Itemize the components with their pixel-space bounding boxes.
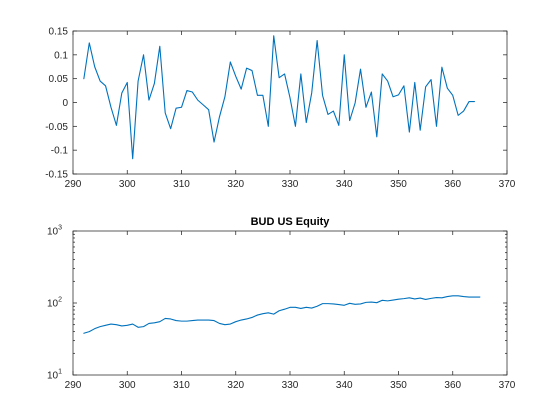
price-x-tick-label: 290 [65, 380, 82, 391]
returns-x-tick-label: 360 [444, 179, 461, 190]
price-x-tick-label: 320 [227, 380, 244, 391]
price-y-tick-label: 102 [47, 297, 62, 310]
returns-x-tick-label: 350 [390, 179, 407, 190]
returns-y-tick-label: -0.05 [45, 122, 68, 133]
price-y-tick-label: 103 [47, 225, 62, 238]
price-chart-title: BUD US Equity [251, 216, 331, 228]
price-x-tick-label: 350 [390, 380, 407, 391]
returns-chart: 290 300 310 320 330 340 350 360 370 -0.15 -0.1 -0.0… [45, 27, 516, 191]
returns-series-line [83, 35, 476, 160]
returns-y-tick-label: 0.1 [54, 50, 68, 61]
returns-x-tick-label: 320 [227, 179, 244, 190]
returns-y-tick-label: 0.15 [49, 27, 69, 38]
returns-x-tick-label: 330 [282, 179, 299, 190]
price-x-tick-label: 360 [444, 380, 461, 391]
returns-x-tick-label: 340 [336, 179, 353, 190]
returns-y-tick-label: 0.05 [49, 74, 69, 85]
price-x-tick-label: 340 [336, 380, 353, 391]
price-series-line [83, 295, 481, 334]
price-x-tick-label: 370 [499, 380, 516, 391]
returns-x-tick-label: 300 [119, 179, 136, 190]
returns-x-tick-label: 290 [65, 179, 82, 190]
returns-y-tick-label: -0.1 [51, 146, 69, 157]
price-axes-box [72, 230, 508, 376]
price-y-tick-exponent: 1 [58, 369, 62, 376]
price-x-tick-label: 310 [173, 380, 190, 391]
price-x-tick-label: 300 [119, 380, 136, 391]
returns-x-tick-label: 370 [499, 179, 516, 190]
price-x-tick-label: 330 [282, 380, 299, 391]
price-y-tick-label: 101 [47, 369, 62, 382]
returns-y-tick-label: 0 [62, 98, 68, 109]
price-chart: BUD US Equity 290 300 310 320 330 340 350 360 37… [47, 216, 516, 391]
returns-y-tick-label: -0.15 [45, 170, 68, 181]
price-y-tick-exponent: 2 [58, 297, 62, 304]
returns-x-tick-label: 310 [173, 179, 190, 190]
price-y-tick-exponent: 3 [58, 225, 62, 232]
returns-axes-box [72, 30, 508, 175]
